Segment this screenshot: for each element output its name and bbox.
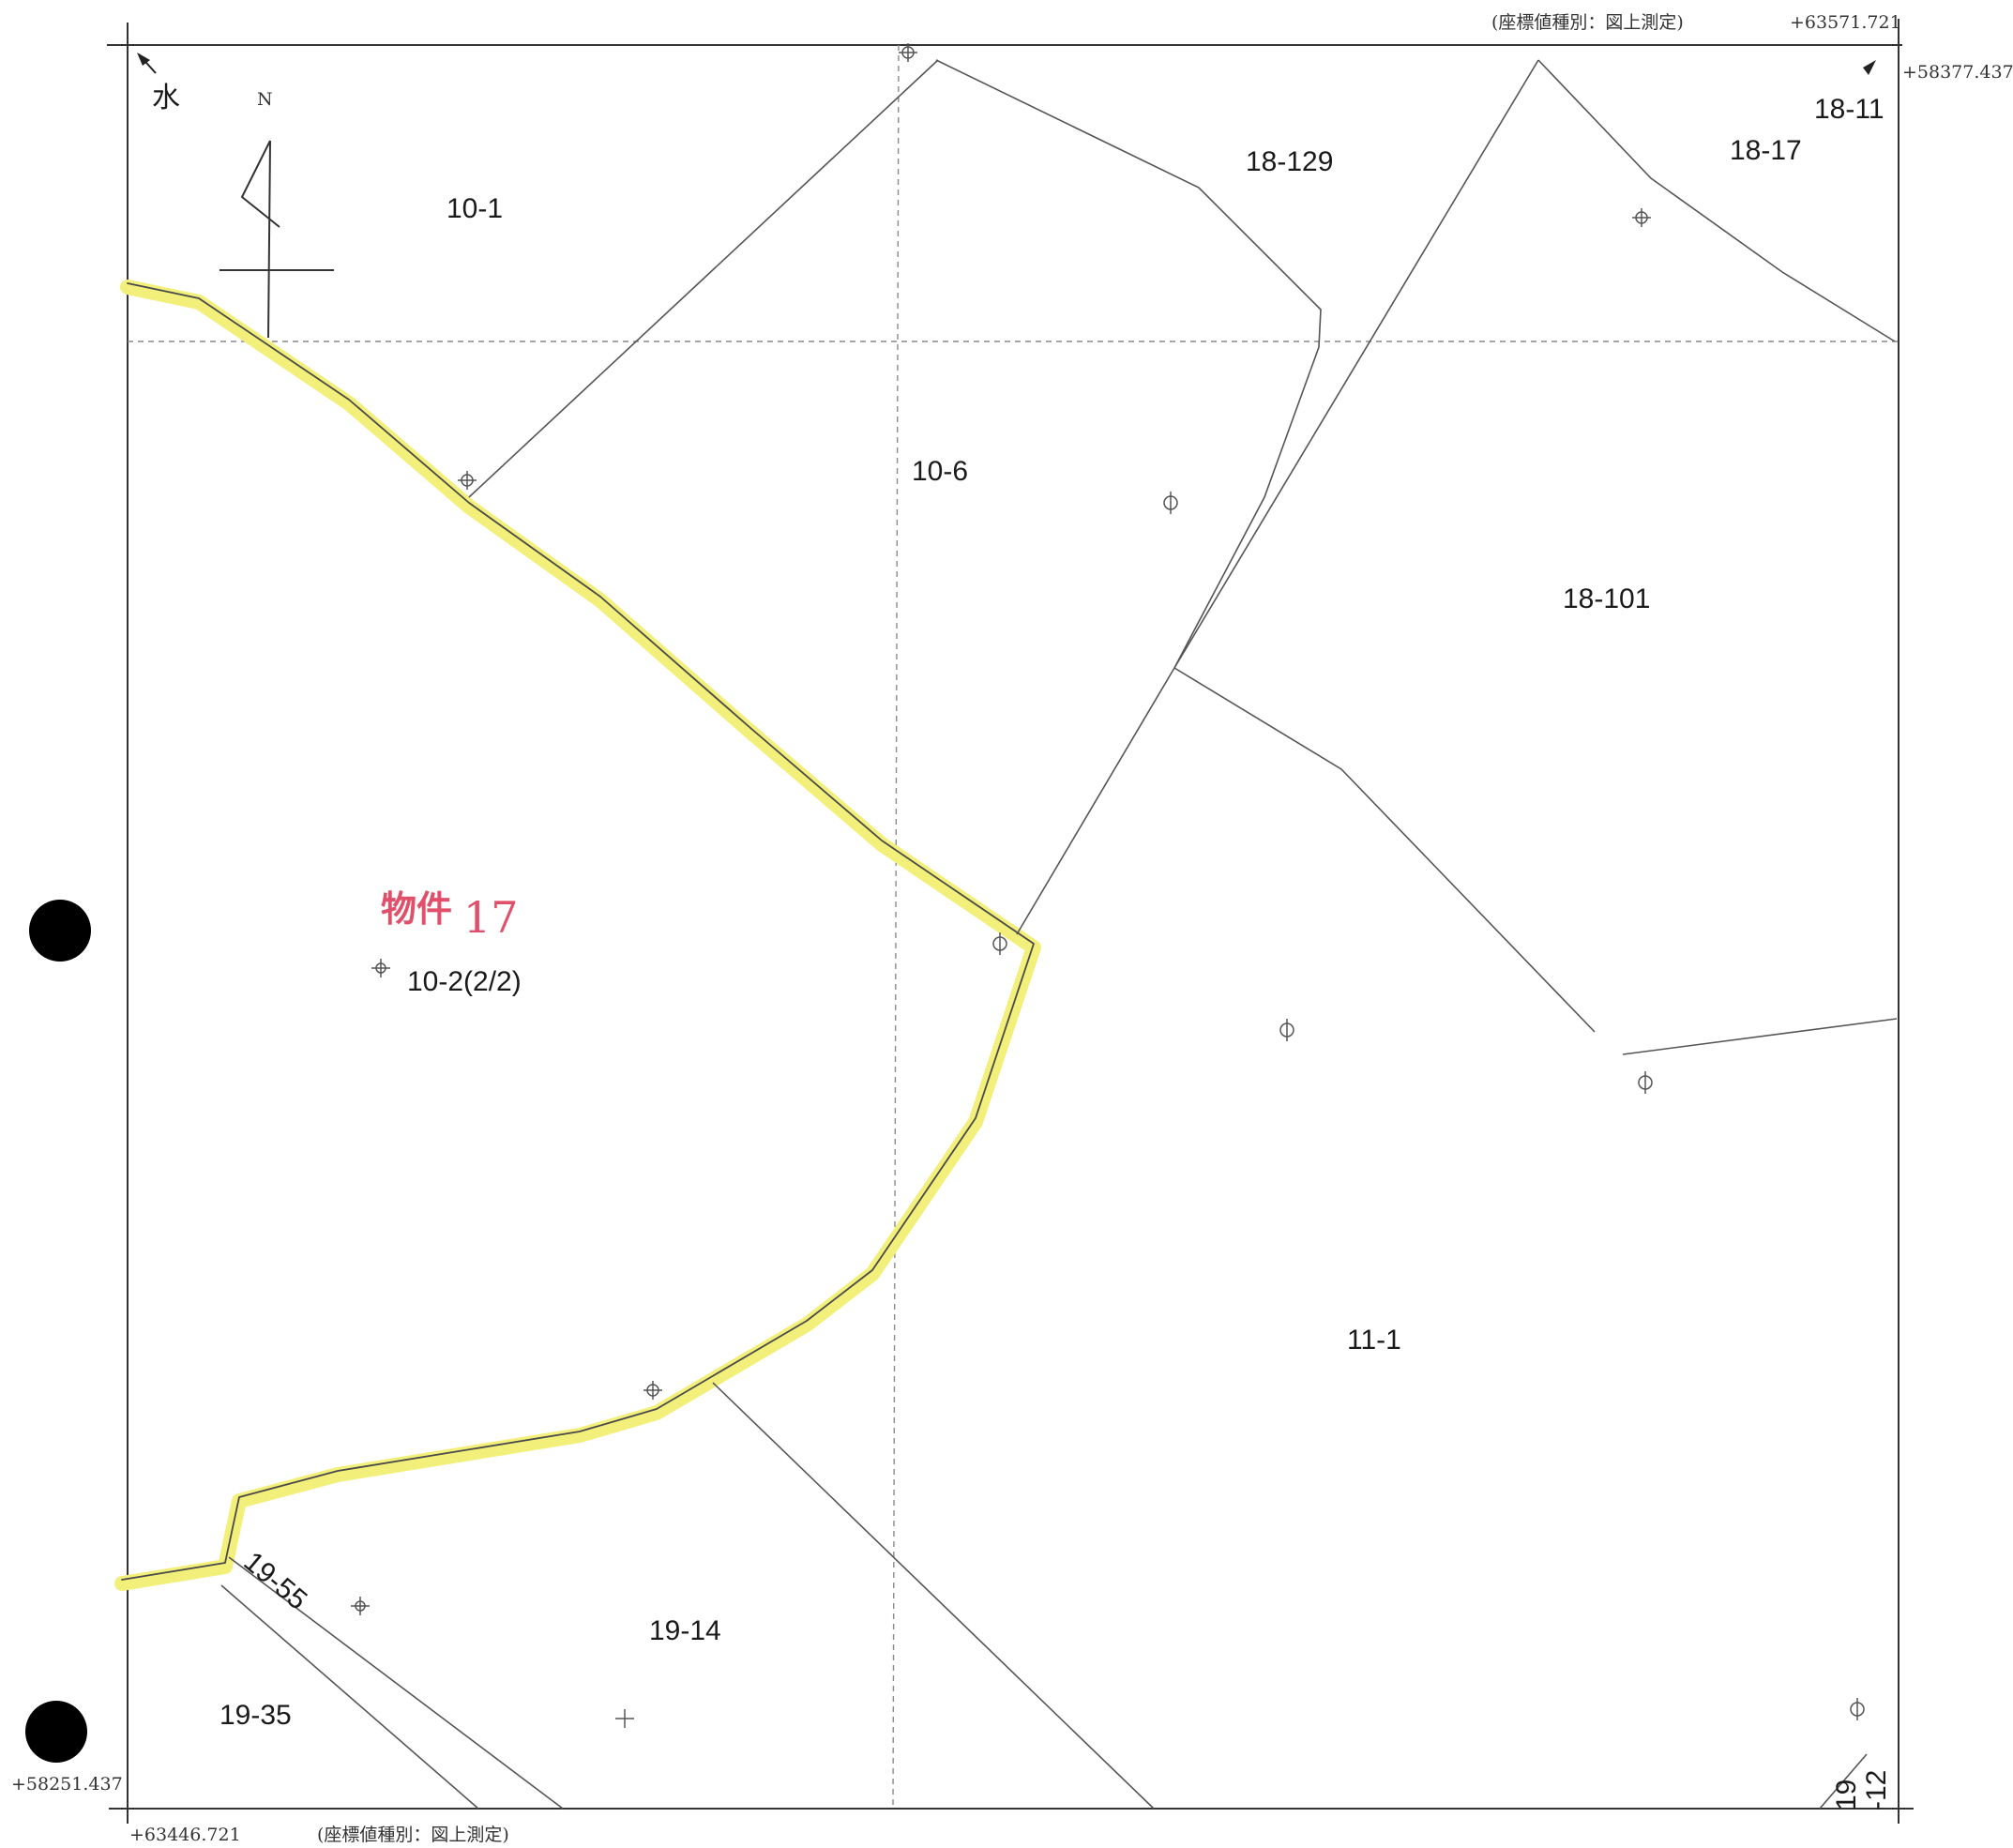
property-highlight <box>114 280 1041 1591</box>
parcel-10-1: 10-1 <box>446 193 503 224</box>
parcel-11-1: 11-1 <box>1347 1325 1401 1356</box>
property-number: 17 <box>463 892 519 943</box>
parcel-18-101: 18-101 <box>1563 583 1650 614</box>
coord-top-right-y: +58377.437 <box>1902 62 2013 83</box>
coord-top-right-x: +63571.721 <box>1790 12 1901 33</box>
corner-arrow-icons <box>137 53 1876 75</box>
parcel-19-12-bottom: -12 <box>1861 1770 1892 1810</box>
parcel-19-14: 19-14 <box>649 1615 721 1646</box>
parcel-boundaries <box>220 59 1898 1810</box>
map-frame <box>107 19 1914 1824</box>
parcel-10-6: 10-6 <box>912 456 968 487</box>
punch-hole <box>29 900 91 962</box>
parcel-18-11: 18-11 <box>1814 94 1884 125</box>
parcel-18-17: 18-17 <box>1730 135 1802 166</box>
coord-bottom-left-y: +58251.437 <box>11 1774 123 1795</box>
punch-hole <box>25 1701 87 1763</box>
north-arrow-icon <box>219 140 334 339</box>
parcel-10-2: 10-2(2/2) <box>407 966 522 997</box>
property-label: 物件 <box>381 887 452 930</box>
grid-lines <box>128 44 1899 1810</box>
punch-holes <box>25 900 91 1763</box>
north-label: N <box>257 89 273 110</box>
parcel-19-55: 19-55 <box>238 1546 313 1616</box>
parcel-19-12-top: 19 <box>1831 1780 1862 1810</box>
parcel-19-35: 19-35 <box>219 1700 292 1731</box>
coord-bottom-left-x: +63446.721 <box>129 1825 241 1845</box>
survey-marker-icons <box>351 43 1865 1728</box>
coord-type-bottom: (座標値種別：図上測定) <box>317 1825 509 1845</box>
water-mark-char: 水 <box>152 83 180 114</box>
coord-type-top: (座標値種別：図上測定) <box>1491 12 1684 33</box>
parcel-18-129: 18-129 <box>1246 146 1333 177</box>
